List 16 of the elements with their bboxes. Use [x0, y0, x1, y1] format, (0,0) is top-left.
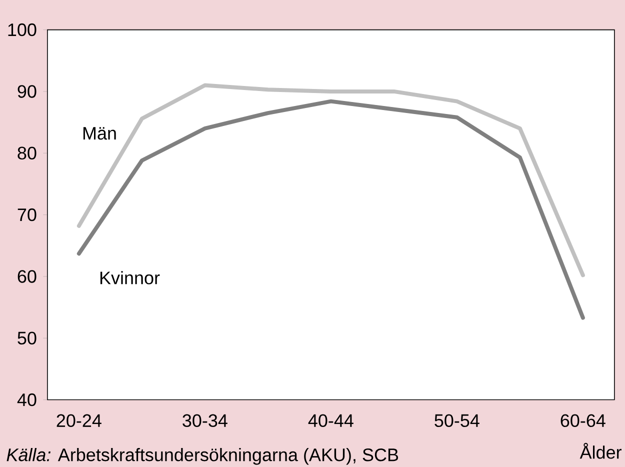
y-tick-label: 60	[18, 270, 36, 283]
x-tick-label: 20-24	[56, 414, 102, 427]
series-label: Kvinnor	[100, 271, 160, 284]
y-tick-label: 70	[18, 208, 36, 222]
x-tick-label: 30-34	[182, 414, 228, 427]
series-label: Män	[83, 127, 116, 140]
x-tick-label: 50-54	[434, 414, 480, 427]
x-tick-label: 40-44	[308, 414, 354, 427]
y-tick-label: 50	[18, 332, 36, 344]
y-tick-label: 90	[18, 85, 36, 98]
y-tick-label: 80	[18, 146, 36, 160]
y-tick-label: 40	[17, 393, 36, 406]
y-tick-label: 100	[8, 23, 36, 36]
x-tick-label: 60-64	[560, 414, 606, 427]
x-axis-title: Ålder	[580, 442, 622, 459]
text: Källa: Arbetskraftsundersökningarna (AKU), SCB	[6, 448, 398, 465]
